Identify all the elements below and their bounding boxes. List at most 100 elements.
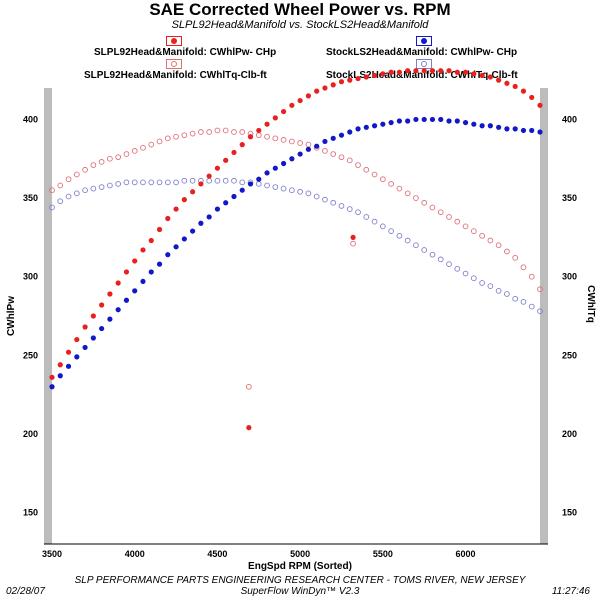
data-point [297, 151, 303, 157]
data-point [173, 244, 179, 250]
data-point [190, 189, 196, 195]
data-point [255, 181, 262, 187]
chart-subtitle: SLPL92Head&Manifold vs. StockLS2Head&Man… [171, 19, 429, 31]
data-point [239, 179, 246, 186]
data-point [206, 173, 212, 179]
x-tick-label: 5000 [290, 549, 310, 559]
data-point [421, 116, 427, 123]
x-tick-label: 4500 [207, 549, 227, 559]
data-point [123, 269, 130, 275]
data-point [355, 209, 361, 216]
data-point [123, 179, 130, 186]
data-point [537, 102, 543, 108]
data-point [264, 133, 270, 140]
data-point [264, 121, 270, 127]
data-point [272, 184, 279, 190]
data-point [413, 242, 419, 249]
data-point [98, 159, 105, 165]
y2-tick-label: 400 [562, 114, 577, 124]
data-point [388, 181, 394, 187]
data-point [462, 270, 469, 277]
data-point [454, 265, 461, 272]
y-tick-label: 300 [23, 272, 38, 282]
y-axis-title: CWhlPw [6, 296, 17, 336]
legend-dot-icon [421, 38, 427, 44]
data-point [504, 126, 510, 132]
data-point [131, 179, 138, 186]
data-point [305, 190, 312, 197]
y2-tick-label: 250 [562, 350, 577, 360]
data-point [222, 127, 229, 134]
data-point [305, 141, 312, 148]
data-point [206, 177, 213, 184]
data-point [82, 166, 88, 173]
data-point [74, 354, 80, 360]
legend-label-slp-torque: SLPL92Head&Manifold: CWhlTq-Clb-ft [84, 70, 267, 81]
chart-title: SAE Corrected Wheel Power vs. RPM [149, 0, 451, 19]
data-point [246, 383, 252, 390]
data-point [181, 197, 187, 203]
data-point [223, 200, 229, 206]
data-point [198, 181, 204, 187]
data-point [181, 236, 187, 242]
data-point [528, 303, 535, 310]
data-point [57, 182, 64, 189]
data-point [520, 264, 527, 271]
data-point [246, 425, 252, 431]
data-point [247, 179, 254, 186]
data-point [173, 206, 179, 212]
data-point [512, 83, 518, 90]
data-point [537, 286, 543, 293]
data-point [74, 336, 80, 343]
y-tick-label: 400 [23, 114, 38, 124]
data-point [338, 132, 345, 138]
data-point [314, 143, 320, 149]
data-point [49, 384, 55, 390]
data-point [57, 373, 63, 379]
data-point [165, 252, 171, 258]
data-point [330, 82, 336, 88]
data-point [379, 223, 386, 230]
y2-tick-label: 300 [562, 272, 577, 282]
data-point [454, 218, 461, 225]
grid-lines [52, 88, 540, 544]
data-point [388, 228, 394, 234]
data-point [280, 137, 287, 143]
data-point [462, 119, 469, 126]
data-point [82, 324, 88, 330]
data-point [156, 261, 163, 267]
data-point [165, 215, 171, 222]
data-point [123, 151, 130, 157]
data-point [479, 232, 485, 239]
data-point [297, 188, 303, 195]
data-point [131, 148, 138, 154]
data-point [280, 108, 287, 115]
data-point [181, 132, 188, 139]
data-point [305, 146, 312, 152]
data-point [487, 237, 494, 244]
data-point [487, 283, 494, 289]
legend-ring-icon [421, 61, 427, 67]
y2-axis-title: CWhlTq [585, 285, 596, 323]
data-point [181, 177, 188, 184]
data-point [156, 138, 163, 145]
data-point [264, 170, 270, 176]
data-point [90, 185, 97, 192]
data-point [247, 181, 254, 187]
data-point [347, 129, 353, 135]
data-point [231, 149, 237, 156]
data-point [156, 179, 163, 186]
legend-label-stock-power: StockLS2Head&Manifold: CWhlPw- CHp [326, 47, 518, 58]
data-point [280, 185, 287, 192]
data-point [140, 179, 146, 186]
data-point [164, 179, 171, 186]
left-axis-strip [44, 88, 52, 544]
data-point [115, 280, 121, 286]
data-point [330, 199, 337, 206]
legend-key-slp-power [166, 36, 182, 46]
data-point [504, 80, 510, 86]
data-point [487, 123, 493, 129]
data-point [256, 176, 262, 182]
data-point [454, 118, 460, 124]
